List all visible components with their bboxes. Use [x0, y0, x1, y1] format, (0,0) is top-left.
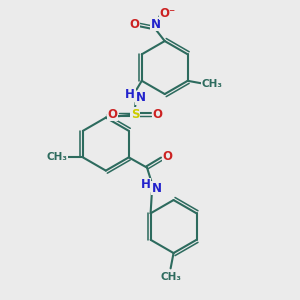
- Text: O⁻: O⁻: [160, 7, 176, 20]
- Text: O: O: [129, 18, 140, 32]
- Text: S: S: [131, 108, 139, 121]
- Text: CH₃: CH₃: [160, 272, 181, 282]
- Text: H: H: [125, 88, 135, 101]
- Text: O: O: [163, 150, 172, 163]
- Text: O: O: [107, 108, 117, 121]
- Text: CH₃: CH₃: [202, 79, 223, 89]
- Text: N: N: [152, 182, 162, 195]
- Text: CH₃: CH₃: [47, 152, 68, 162]
- Text: H: H: [141, 178, 151, 191]
- Text: N: N: [151, 18, 160, 31]
- Text: O: O: [153, 108, 163, 121]
- Text: N: N: [136, 92, 146, 104]
